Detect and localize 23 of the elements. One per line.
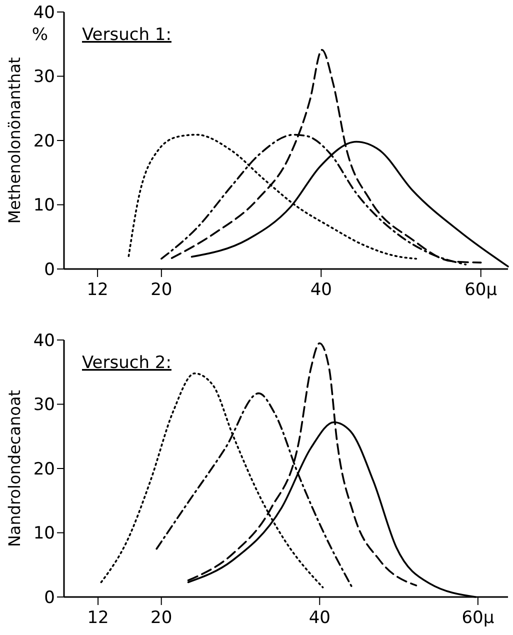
y-tick-label: 30 bbox=[33, 67, 55, 88]
y-tick-label: 20 bbox=[33, 459, 55, 480]
x-tick-label: 60μ bbox=[462, 608, 494, 628]
annotation: Versuch 2: bbox=[82, 353, 172, 373]
y-tick-label: 40 bbox=[33, 330, 55, 351]
y-tick-label: 40 bbox=[33, 2, 55, 23]
y-tick-label: 0 bbox=[44, 588, 55, 608]
x-tick-label: 20 bbox=[150, 608, 172, 628]
x-tick-label: 40 bbox=[310, 280, 332, 300]
x-tick-label: 60μ bbox=[464, 280, 498, 300]
y-tick-label: 0 bbox=[44, 260, 55, 280]
y-axis-title: Nandrolondecanoat bbox=[5, 390, 24, 548]
x-tick-label: 12 bbox=[86, 280, 108, 300]
x-tick-label: 20 bbox=[150, 280, 172, 300]
y-tick-label: 30 bbox=[33, 395, 55, 416]
y-tick-label: 10 bbox=[33, 196, 55, 216]
x-tick-label: 12 bbox=[87, 608, 109, 628]
text: % bbox=[32, 25, 48, 45]
y-tick-label: 20 bbox=[33, 131, 55, 152]
y-axis-title: Methenolonönanthat bbox=[5, 57, 24, 224]
x-tick-label: 40 bbox=[308, 608, 330, 628]
y-tick-label: 10 bbox=[33, 524, 55, 544]
annotation: Versuch 1: bbox=[82, 25, 172, 45]
